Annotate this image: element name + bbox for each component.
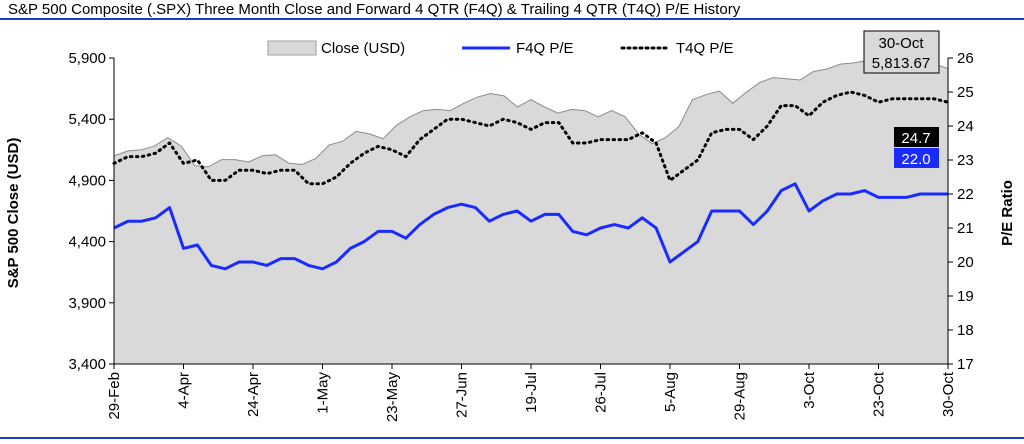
callout-t4q: 24.7	[901, 130, 930, 147]
y2-tick-label: 20	[957, 254, 974, 271]
y-tick-label: 3,400	[68, 356, 106, 373]
y2-tick-label: 21	[957, 220, 974, 237]
x-tick-label: 5-Aug	[662, 372, 679, 412]
x-tick-label: 19-Jul	[523, 372, 540, 413]
legend-close-label: Close (USD)	[321, 40, 405, 57]
x-tick-label: 29-Aug	[732, 372, 749, 420]
y-tick-label: 3,900	[68, 295, 106, 312]
title-bar: S&P 500 Composite (.SPX) Three Month Clo…	[0, 0, 1024, 20]
y2-tick-label: 26	[957, 50, 974, 67]
bottom-rule	[0, 437, 1024, 439]
y-tick-label: 5,900	[68, 50, 106, 67]
callout-f4q: 22.0	[901, 151, 930, 168]
y2-axis-title: P/E Ratio	[999, 180, 1016, 246]
x-tick-label: 24-Apr	[245, 372, 262, 417]
x-tick-label: 23-May	[384, 372, 401, 423]
legend-t4q-label: T4Q P/E	[676, 40, 734, 57]
t4q-pe-line	[112, 90, 950, 186]
y-tick-label: 4,900	[68, 172, 106, 189]
y-axis-title: S&P 500 Close (USD)	[5, 138, 22, 289]
f4q-callout: 22.0	[894, 148, 939, 168]
close-area-layer	[113, 57, 949, 365]
x-tick-label: 30-Oct	[940, 371, 957, 417]
f4q-pe-line	[113, 182, 948, 271]
legend-f4q-label: F4Q P/E	[516, 40, 574, 57]
axes-layer: 3,400 3,900 4,400 4,900 5,400 5,900 17 18 19 20 21…	[68, 50, 973, 422]
y2-tick-label: 25	[957, 84, 974, 101]
x-tick-label: 4-Apr	[176, 372, 193, 409]
y2-tick-label: 22	[957, 186, 974, 203]
y2-tick-label: 23	[957, 152, 974, 169]
callout-date: 30-Oct	[878, 35, 924, 52]
chart-title: S&P 500 Composite (.SPX) Three Month Clo…	[8, 1, 741, 18]
callout-close: 5,813.67	[872, 55, 930, 72]
y-tick-label: 5,400	[68, 111, 106, 128]
y2-tick-label: 24	[957, 118, 974, 135]
y2-tick-label: 19	[957, 288, 974, 305]
x-tick-label: 3-Oct	[801, 371, 818, 409]
y2-tick-label: 17	[957, 356, 974, 373]
legend: Close (USD) F4Q P/E T4Q P/E	[267, 40, 734, 57]
x-tick-label: 26-Jul	[593, 372, 610, 413]
y-tick-label: 4,400	[68, 234, 106, 251]
y2-tick-label: 18	[957, 322, 974, 339]
x-tick-label: 1-May	[315, 372, 332, 414]
pe-lines-layer	[112, 90, 950, 271]
x-tick-label: 29-Feb	[106, 372, 123, 420]
t4q-callout: 24.7	[894, 127, 939, 147]
close-callout: 30-Oct 5,813.67	[863, 30, 940, 74]
x-tick-label: 23-Oct	[871, 371, 888, 417]
x-tick-label: 27-Jun	[454, 372, 471, 418]
close-area	[113, 57, 949, 365]
legend-close-swatch	[267, 40, 317, 56]
